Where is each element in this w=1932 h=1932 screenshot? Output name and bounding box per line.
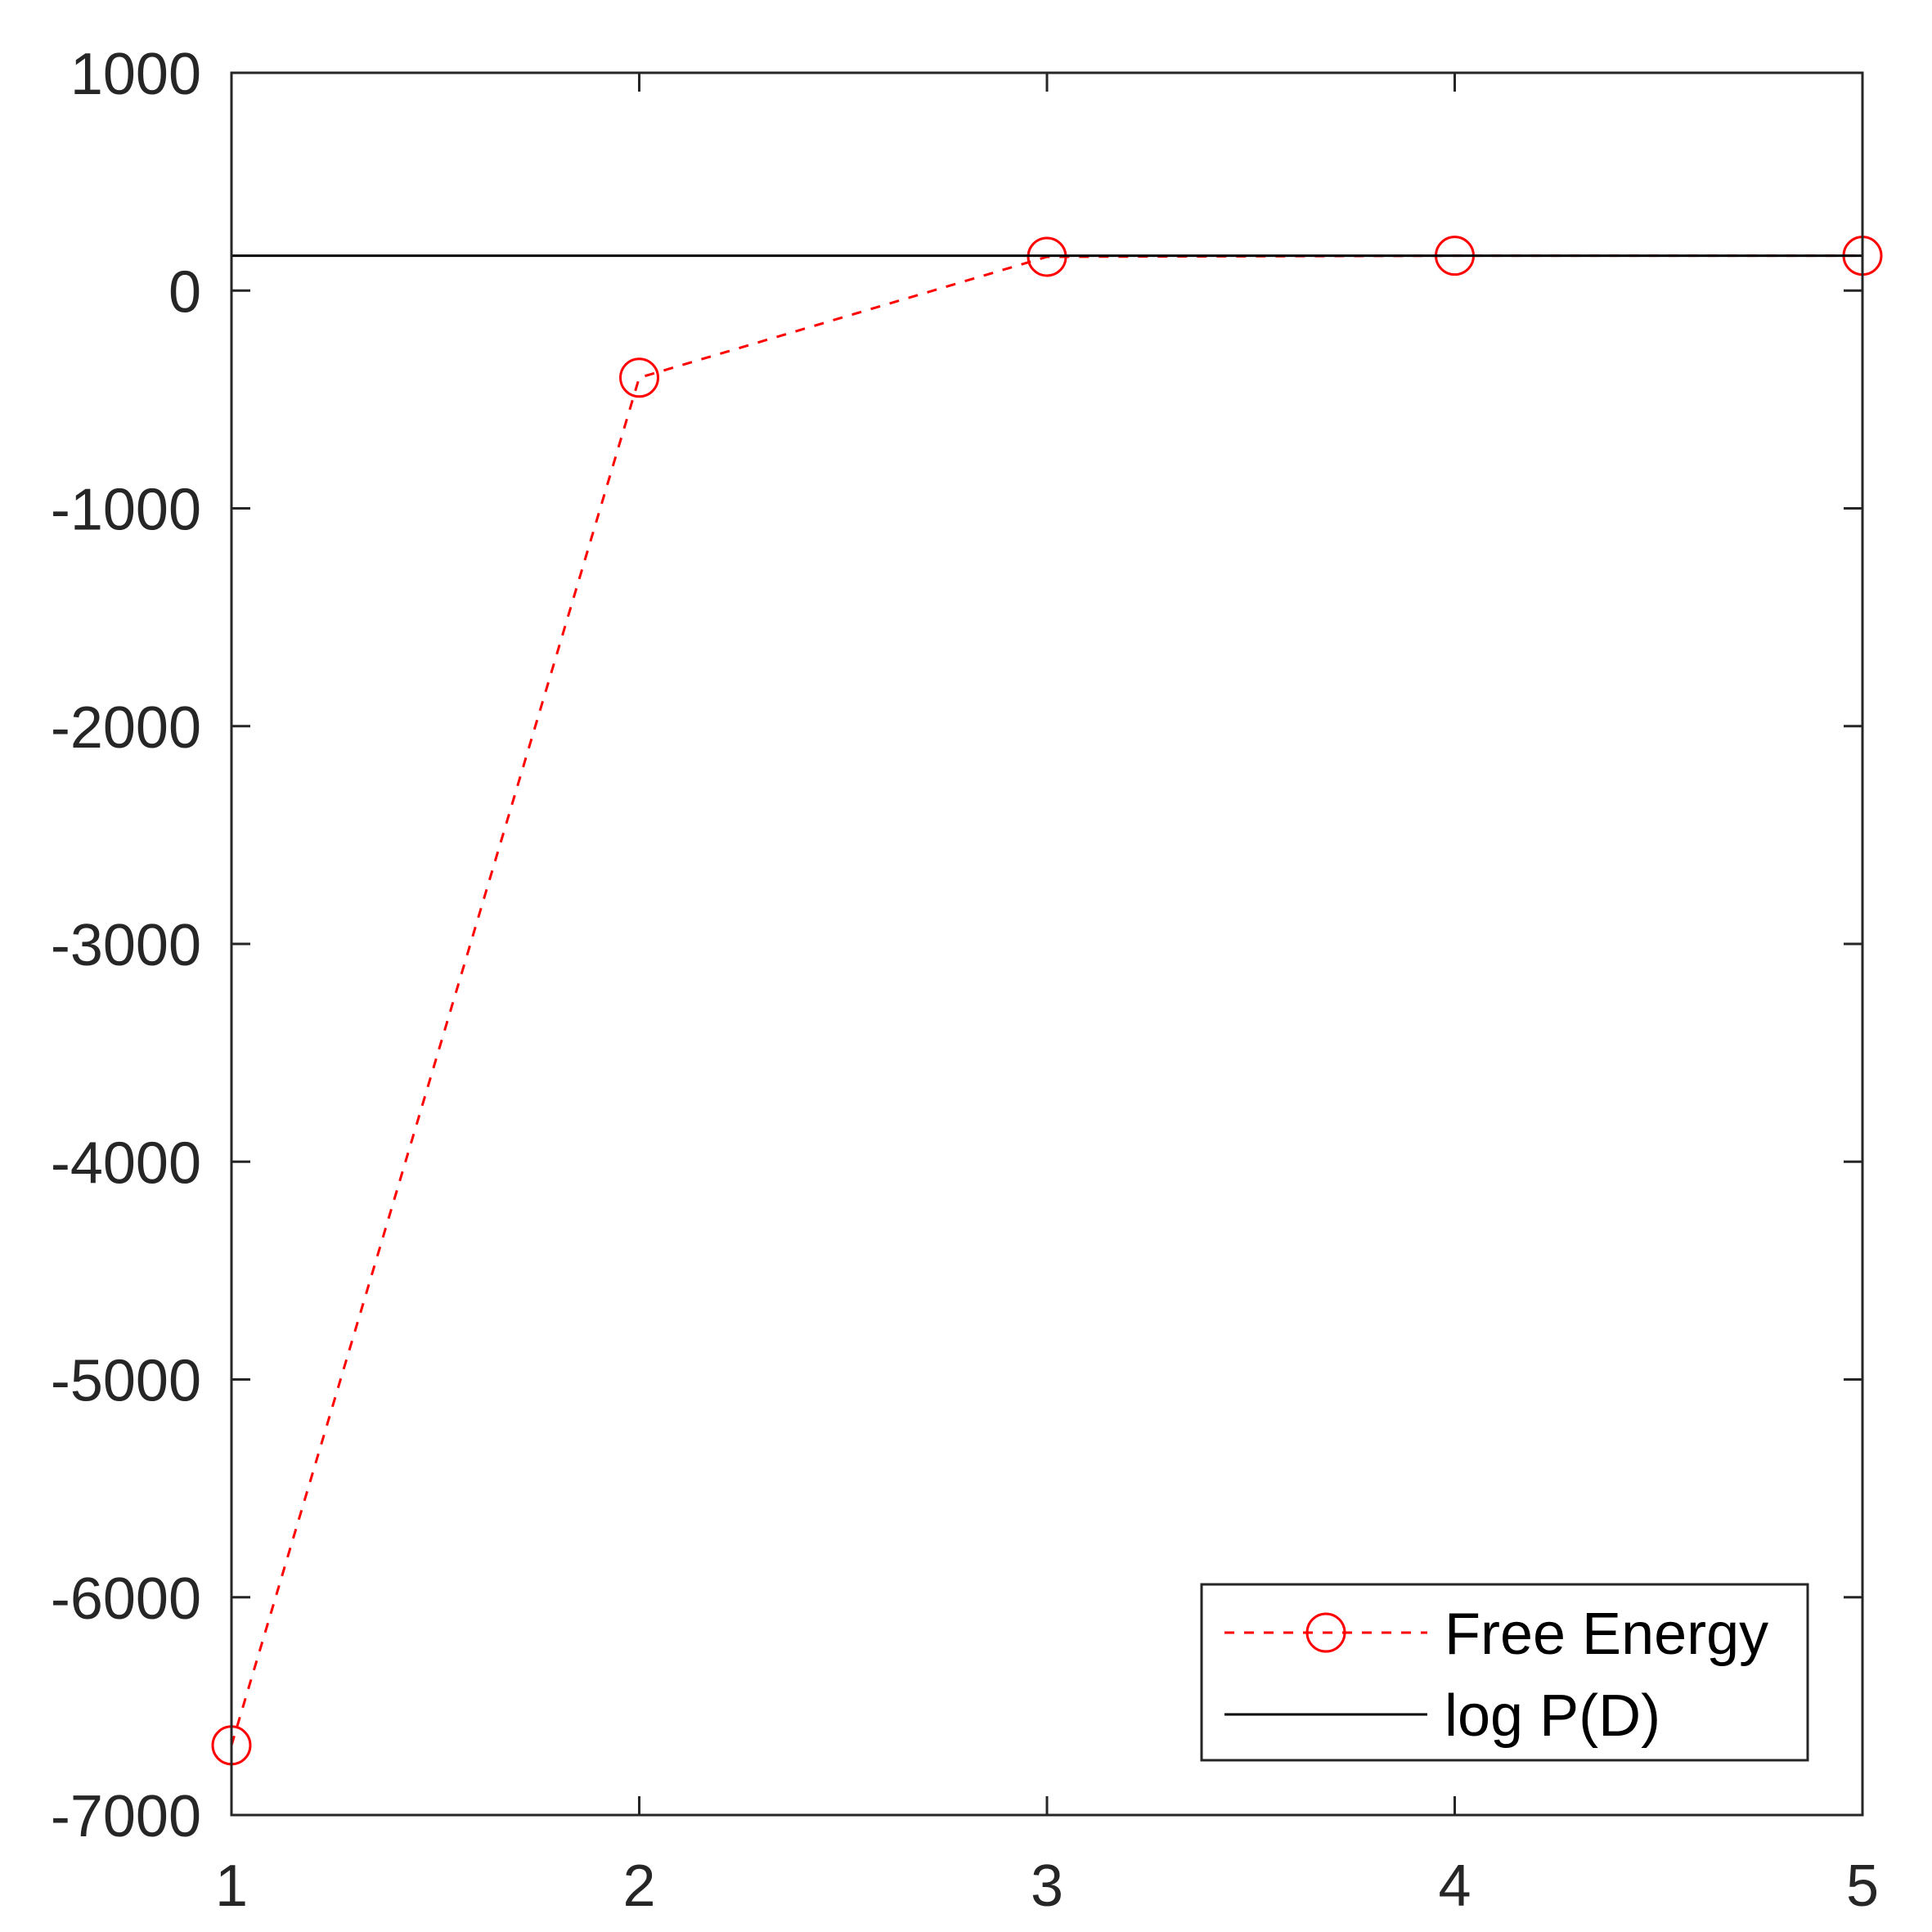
y-tick-label-0: -7000 <box>51 1784 201 1849</box>
y-tick-label-2: -5000 <box>51 1349 201 1414</box>
legend-marker-free-energy <box>1305 1612 1346 1653</box>
plot-area <box>231 73 1862 1815</box>
x-tick-labels: 1 2 3 4 5 <box>215 1853 1879 1919</box>
series-0-point-1 <box>619 357 659 398</box>
y-tick-label-3: -4000 <box>51 1130 201 1196</box>
legend-label-free-energy: Free Energy <box>1445 1602 1768 1667</box>
y-tick-label-4: -3000 <box>51 913 201 978</box>
x-tick-label-2: 3 <box>1031 1853 1063 1919</box>
y-tick-label-8: 1000 <box>70 42 201 107</box>
legend-label-log-pd: log P(D) <box>1445 1683 1660 1749</box>
legend: Free Energy log P(D) <box>1200 1583 1809 1762</box>
y-tick-label-5: -2000 <box>51 695 201 761</box>
x-tick-label-3: 4 <box>1438 1853 1471 1919</box>
x-tick-label-4: 5 <box>1846 1853 1879 1919</box>
legend-box <box>1200 1583 1809 1762</box>
y-tick-label-6: -1000 <box>51 478 201 543</box>
y-tick-labels: -7000 -6000 -5000 -4000 -3000 -2000 -1000 0 1000 <box>51 42 201 1849</box>
x-tick-label-1: 2 <box>622 1853 655 1919</box>
axes-box <box>230 71 1864 1817</box>
x-tick-label-0: 1 <box>215 1853 248 1919</box>
y-tick-label-7: 0 <box>168 259 201 325</box>
y-tick-label-1: -6000 <box>51 1566 201 1632</box>
